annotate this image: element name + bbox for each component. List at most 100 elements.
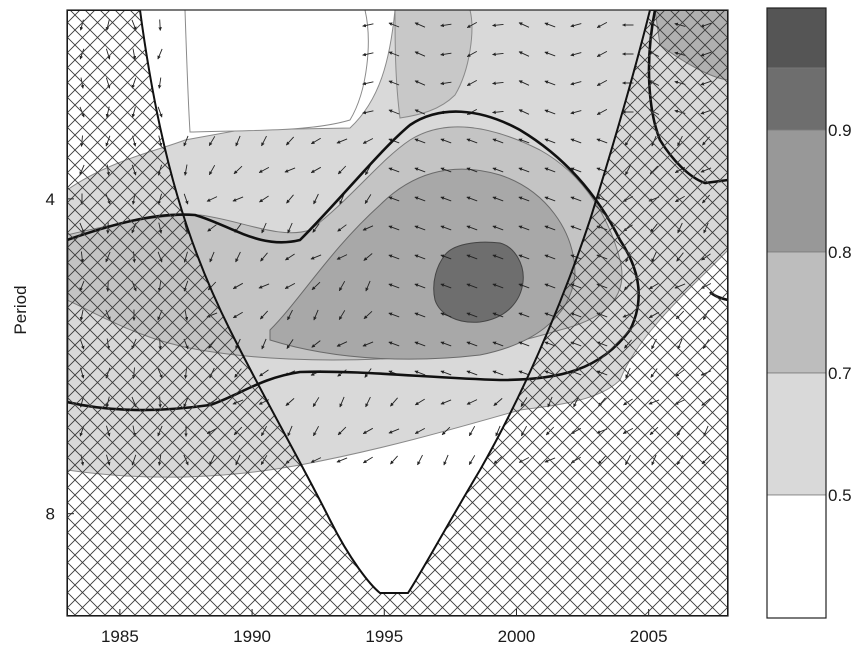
phase-arrow bbox=[518, 51, 530, 57]
phase-arrow bbox=[518, 167, 530, 173]
phase-arrow bbox=[287, 425, 293, 437]
phase-arrow bbox=[492, 225, 504, 231]
phase-arrow bbox=[233, 165, 243, 175]
plot-area bbox=[67, 10, 728, 616]
phase-arrow bbox=[492, 81, 504, 86]
y-ticks: 48 bbox=[46, 190, 74, 524]
phase-arrow bbox=[492, 167, 504, 173]
phase-arrow bbox=[466, 283, 478, 289]
phase-arrow bbox=[311, 340, 321, 348]
coherence-level-topstrip bbox=[394, 10, 473, 119]
phase-arrow bbox=[466, 341, 478, 347]
phase-arrow bbox=[417, 454, 423, 466]
phase-arrow bbox=[310, 137, 321, 145]
phase-arrow bbox=[440, 283, 452, 289]
phase-arrow bbox=[158, 19, 162, 31]
phase-arrow bbox=[362, 52, 374, 57]
phase-arrow bbox=[313, 309, 319, 321]
phase-arrow bbox=[362, 341, 374, 347]
phase-arrow bbox=[596, 109, 608, 115]
phase-arrow bbox=[388, 283, 400, 289]
phase-arrow bbox=[362, 81, 374, 86]
phase-arrow bbox=[466, 22, 478, 28]
phase-arrow bbox=[466, 312, 478, 318]
phase-arrow bbox=[570, 81, 582, 86]
colorbar-band bbox=[766, 372, 827, 496]
phase-arrow bbox=[466, 51, 478, 57]
phase-arrow bbox=[518, 312, 530, 318]
colorbar-tick-label: 0.7 bbox=[828, 364, 852, 383]
phase-arrow bbox=[596, 80, 608, 86]
phase-arrow bbox=[365, 280, 371, 292]
phase-arrow bbox=[232, 282, 244, 290]
phase-arrow bbox=[336, 341, 348, 347]
phase-arrow bbox=[337, 426, 347, 436]
phase-arrow bbox=[388, 51, 400, 57]
phase-arrow bbox=[338, 310, 346, 321]
phase-arrow bbox=[492, 52, 504, 57]
phase-arrow bbox=[570, 138, 582, 144]
phase-arrow bbox=[261, 135, 267, 147]
phase-arrow bbox=[518, 196, 530, 202]
x-tick-label: 2000 bbox=[498, 627, 536, 646]
phase-arrow bbox=[440, 52, 452, 57]
phase-arrow bbox=[544, 167, 556, 173]
phase-arrow bbox=[466, 80, 478, 86]
phase-arrow bbox=[596, 138, 608, 144]
phase-arrow bbox=[466, 225, 478, 231]
phase-arrow bbox=[518, 370, 530, 376]
phase-arrow bbox=[518, 80, 530, 86]
phase-arrow bbox=[492, 283, 504, 289]
phase-arrow bbox=[492, 370, 504, 376]
colorbar-band bbox=[766, 67, 827, 131]
phase-arrow bbox=[208, 164, 216, 176]
phase-arrow bbox=[414, 196, 426, 202]
phase-arrow bbox=[518, 109, 530, 115]
phase-arrow bbox=[440, 370, 452, 376]
y-tick-label: 8 bbox=[46, 505, 55, 524]
phase-arrow bbox=[544, 80, 556, 86]
phase-arrow bbox=[440, 196, 452, 202]
phase-arrow bbox=[466, 370, 478, 376]
phase-arrow bbox=[388, 225, 400, 231]
colorbar-frame bbox=[766, 7, 827, 619]
cone-of-influence bbox=[67, 10, 728, 616]
phase-arrow bbox=[440, 23, 452, 28]
phase-arrow bbox=[285, 398, 295, 406]
phase-arrow bbox=[518, 283, 530, 289]
phase-arrow bbox=[518, 22, 530, 28]
phase-arrow bbox=[232, 196, 244, 202]
phase-arrow bbox=[337, 165, 347, 175]
phase-arrow bbox=[570, 225, 582, 231]
phase-arrow bbox=[596, 51, 608, 57]
phase-arrow bbox=[209, 251, 215, 263]
phase-arrow bbox=[570, 167, 582, 173]
phase-arrow bbox=[183, 135, 189, 147]
phase-arrow bbox=[183, 164, 188, 176]
phase-arrow bbox=[570, 196, 582, 202]
phase-arrow bbox=[441, 426, 451, 436]
phase-arrow bbox=[596, 22, 608, 28]
phase-arrow bbox=[362, 427, 374, 435]
phase-arrow bbox=[364, 194, 372, 204]
phase-arrow bbox=[362, 456, 373, 464]
phase-arrow bbox=[414, 225, 426, 231]
phase-arrow bbox=[258, 283, 270, 289]
phase-arrow bbox=[259, 310, 269, 320]
phase-arrow bbox=[232, 311, 243, 319]
phase-arrow bbox=[286, 194, 294, 204]
phase-arrow bbox=[284, 283, 296, 289]
phase-arrow bbox=[388, 22, 400, 28]
phase-arrow bbox=[492, 138, 504, 144]
phase-arrow bbox=[414, 51, 426, 57]
y-axis-title: Period bbox=[11, 285, 30, 334]
phase-arrow bbox=[518, 254, 530, 260]
phase-arrow bbox=[518, 341, 530, 347]
phase-arrow bbox=[362, 138, 374, 144]
phase-arrow bbox=[388, 167, 400, 173]
phase-arrow bbox=[284, 167, 296, 173]
x-tick-label: 2005 bbox=[630, 627, 668, 646]
phase-arrow bbox=[287, 222, 293, 234]
phase-arrow bbox=[362, 23, 374, 28]
phase-arrow bbox=[258, 167, 270, 173]
